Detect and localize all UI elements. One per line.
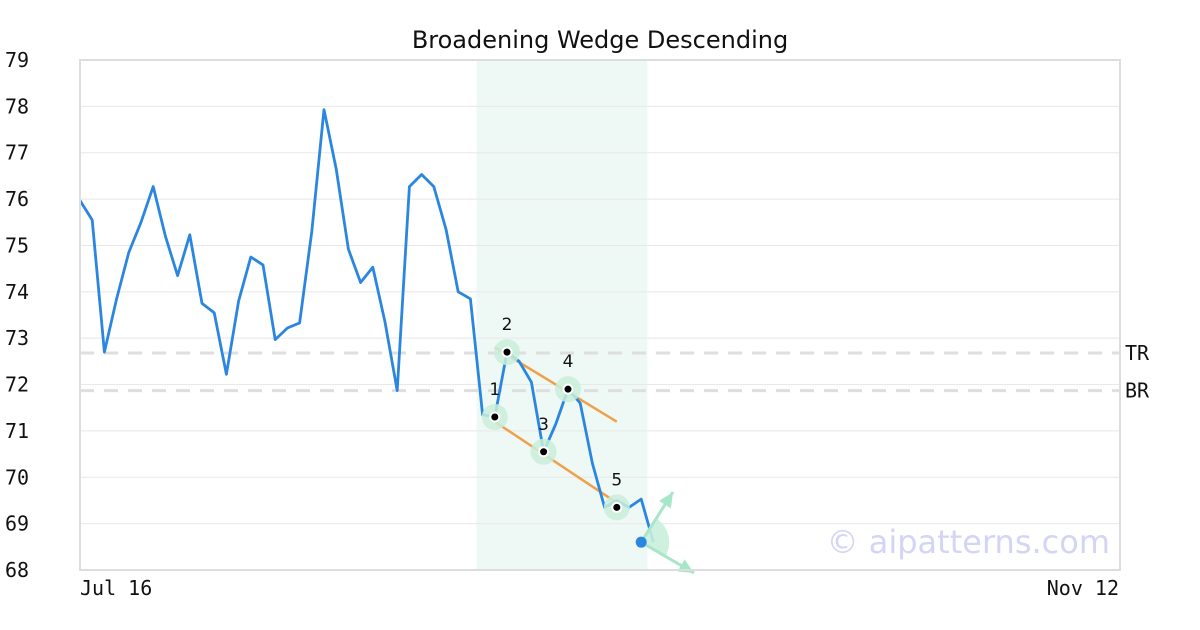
pivot-dot bbox=[564, 385, 572, 393]
y-tick-label: 73 bbox=[5, 326, 29, 350]
y-tick-label: 70 bbox=[5, 465, 29, 489]
y-tick-label: 74 bbox=[5, 280, 29, 304]
watermark: © aipatterns.com bbox=[827, 523, 1110, 561]
x-tick-label: Nov 12 bbox=[1047, 576, 1119, 600]
level-label-tr: TR bbox=[1125, 341, 1150, 365]
pivot-label: 1 bbox=[489, 380, 500, 400]
trendline bbox=[494, 420, 618, 504]
pivot-dot bbox=[613, 503, 621, 511]
pivot-dot bbox=[503, 348, 511, 356]
price-series bbox=[78, 108, 655, 543]
plot-background bbox=[476, 60, 648, 570]
level-label-br: BR bbox=[1125, 379, 1150, 403]
pivot-label: 4 bbox=[563, 352, 574, 372]
y-tick-label: 68 bbox=[5, 558, 29, 582]
y-tick-label: 77 bbox=[5, 141, 29, 165]
level-lines: TR BR bbox=[80, 341, 1150, 403]
pivot-label: 5 bbox=[611, 470, 622, 490]
pattern-highlight-band bbox=[476, 60, 648, 570]
breakout-cone bbox=[641, 518, 670, 557]
axes: 68 69 70 71 72 73 74 75 76 77 78 79 Jul 16 Nov 12 bbox=[5, 48, 1121, 600]
series-line bbox=[78, 108, 655, 543]
y-tick-label: 76 bbox=[5, 187, 29, 211]
gridlines bbox=[80, 59, 1120, 571]
y-tick-label: 79 bbox=[5, 48, 29, 72]
pivot-label: 3 bbox=[538, 415, 549, 435]
pivot-markers: 1 2 3 4 5 bbox=[481, 315, 630, 521]
y-tick-label: 75 bbox=[5, 233, 29, 257]
y-tick-label: 69 bbox=[5, 512, 29, 536]
y-tick-label: 71 bbox=[5, 419, 29, 443]
y-tick-label: 72 bbox=[5, 373, 29, 397]
y-tick-label: 78 bbox=[5, 94, 29, 118]
pivot-dot bbox=[540, 448, 548, 456]
up-arrow-head bbox=[659, 492, 673, 509]
pivot-label: 2 bbox=[502, 315, 513, 335]
x-tick-label: Jul 16 bbox=[80, 576, 152, 600]
pivot-dot bbox=[491, 413, 499, 421]
plot-frame bbox=[79, 59, 1121, 571]
current-point bbox=[635, 536, 647, 548]
chart-title: Broadening Wedge Descending bbox=[412, 26, 788, 54]
